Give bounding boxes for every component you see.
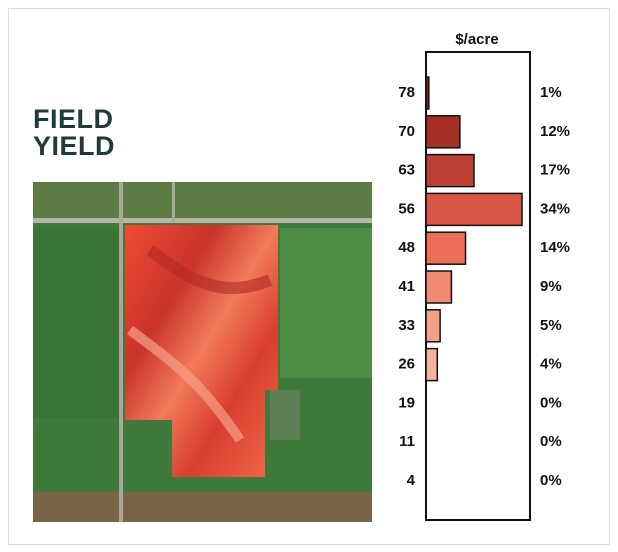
value-label: 5% <box>540 317 562 334</box>
category-label: 19 <box>398 394 415 411</box>
value-label: 1% <box>540 84 562 101</box>
value-label: 12% <box>540 123 570 140</box>
value-label: 4% <box>540 356 562 373</box>
value-label: 0% <box>540 433 562 450</box>
category-label: 56 <box>398 200 415 217</box>
category-label: 48 <box>398 239 415 256</box>
value-label: 9% <box>540 278 562 295</box>
value-label: 14% <box>540 239 570 256</box>
bar <box>425 231 467 265</box>
category-label: 4 <box>407 472 416 489</box>
bar <box>425 309 441 343</box>
bar <box>425 115 461 149</box>
category-label: 78 <box>398 84 415 101</box>
value-label: 0% <box>540 472 562 489</box>
category-label: 63 <box>398 162 415 179</box>
category-label: 26 <box>398 356 415 373</box>
bar <box>425 76 430 110</box>
category-label: 11 <box>399 433 415 450</box>
value-label: 0% <box>540 394 562 411</box>
bar <box>425 347 439 382</box>
value-label: 34% <box>540 200 570 217</box>
chart-title: FIELD YIELD <box>33 104 116 161</box>
category-label: 33 <box>398 317 415 334</box>
value-label: 17% <box>540 162 570 179</box>
satellite-image <box>33 182 372 522</box>
bar <box>425 192 523 227</box>
axis-label: $/acre <box>455 31 498 48</box>
category-label: 41 <box>398 278 415 295</box>
frame <box>8 8 610 545</box>
bar <box>425 270 453 304</box>
bar <box>425 153 475 188</box>
category-label: 70 <box>398 123 415 140</box>
